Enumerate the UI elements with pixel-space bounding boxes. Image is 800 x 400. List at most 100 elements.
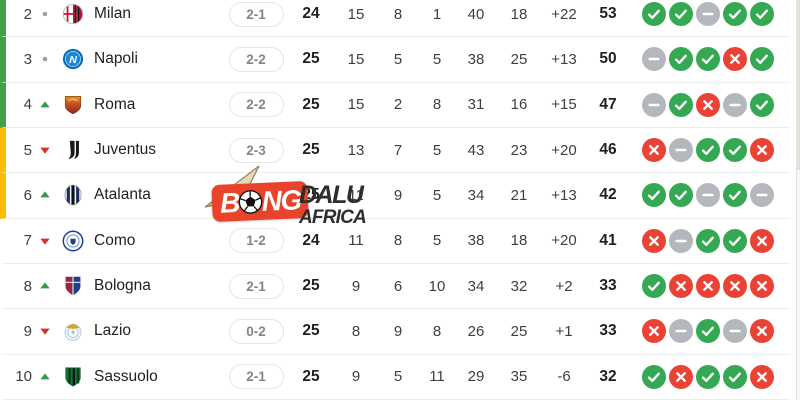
form-win-icon[interactable] [723,138,747,163]
last-match-cell: 2-1 [224,1,288,27]
points-value: 33 [599,322,617,340]
position-number: 7 [23,232,32,250]
form-loss-icon[interactable] [750,228,774,253]
form-win-icon[interactable] [750,47,774,72]
form-loss-icon[interactable] [723,274,747,299]
last-match-score-badge[interactable]: 0-2 [228,318,284,344]
form-draw-icon[interactable] [723,92,747,117]
goal-difference-value: +13 [551,50,577,68]
goals-against-value: 16 [510,96,528,114]
form-draw-icon[interactable] [642,47,666,72]
last-match-score-badge[interactable]: 2-2 [228,46,284,72]
wins-value: 15 [347,96,365,114]
napoli-logo: N [57,48,89,70]
form-win-icon[interactable] [696,47,720,72]
form-win-icon[interactable] [669,47,693,72]
last-match-cell: 0-2 [224,318,288,344]
form-loss-icon[interactable] [723,47,747,72]
milan-logo [57,3,89,25]
form-draw-icon[interactable] [669,228,693,253]
form-loss-icon[interactable] [750,319,774,344]
losses-value: 5 [432,232,442,250]
draws-value: 7 [393,141,403,159]
rank-up-icon [33,369,57,385]
form-draw-icon[interactable] [750,183,774,208]
form-win-icon[interactable] [642,183,666,208]
form-win-icon[interactable] [696,138,720,163]
form-win-icon[interactable] [642,274,666,299]
rank-same-icon [33,51,57,67]
form-win-icon[interactable] [696,364,720,389]
points-value: 32 [599,367,617,385]
matches-played-value: 25 [302,322,320,340]
table-row[interactable]: 6 Atalanta 25 11 9 5 34 21 +13 42 [0,173,790,219]
table-row[interactable]: 10 Sassuolo 2-1 25 9 5 11 29 35 -6 32 [0,354,790,400]
table-row[interactable]: 8 Bologna 2-1 25 9 6 10 34 32 +2 33 [0,263,790,310]
form-loss-icon[interactable] [696,92,720,117]
form-win-icon[interactable] [723,2,747,27]
form-win-icon[interactable] [669,183,693,208]
goals-for-value: 43 [467,141,485,159]
draws-value: 9 [393,322,403,340]
form-draw-icon[interactable] [723,319,747,344]
form-draw-icon[interactable] [696,2,720,27]
last-match-score-badge[interactable]: 2-3 [228,137,284,163]
losses-value: 1 [432,5,442,23]
table-row[interactable]: 9 Lazio 0-2 25 8 9 8 26 25 +1 33 [0,309,790,355]
form-draw-icon[interactable] [669,138,693,163]
form-win-icon[interactable] [750,2,774,27]
goals-against-value: 32 [510,277,528,295]
last-match-score-badge[interactable]: 1-2 [228,228,284,254]
rank-up-icon [33,278,57,294]
losses-value: 8 [432,322,442,340]
table-row[interactable]: 4 Roma 2-2 25 15 2 8 31 16 +15 47 [0,82,790,128]
form-win-icon[interactable] [723,228,747,253]
form-draw-icon[interactable] [696,183,720,208]
form-loss-icon[interactable] [642,228,666,253]
form-streak [630,319,790,344]
form-streak [630,47,790,72]
table-row[interactable]: 5 Juventus 2-3 25 13 7 5 43 23 +20 46 [0,127,790,174]
goals-against-value: 18 [510,5,528,23]
form-win-icon[interactable] [696,228,720,253]
table-row[interactable]: 7 Como 1-2 24 11 8 5 38 18 +20 41 [0,218,790,264]
goal-difference-value: -6 [557,368,571,386]
last-match-score-badge[interactable]: 2-2 [228,92,284,118]
rank-down-icon [33,142,57,158]
form-win-icon[interactable] [669,2,693,27]
goal-difference-value: +15 [551,96,577,114]
form-loss-icon[interactable] [642,319,666,344]
form-loss-icon[interactable] [750,274,774,299]
last-match-score-badge[interactable]: 2-1 [228,1,284,27]
losses-value: 8 [432,96,442,114]
last-match-score-badge[interactable]: 2-1 [228,364,284,390]
form-streak [630,228,790,253]
table-row[interactable]: 3 N Napoli 2-2 25 15 5 5 38 25 +13 50 [0,37,790,83]
goals-for-value: 40 [467,5,485,23]
form-win-icon[interactable] [642,2,666,27]
form-win-icon[interactable] [723,364,747,389]
form-loss-icon[interactable] [669,364,693,389]
form-win-icon[interactable] [696,319,720,344]
wins-value: 11 [348,232,364,250]
rank-down-icon [33,233,57,249]
losses-value: 10 [428,277,446,295]
form-draw-icon[interactable] [669,319,693,344]
form-win-icon[interactable] [723,183,747,208]
points-value: 50 [599,50,617,68]
form-loss-icon[interactable] [750,364,774,389]
points-value: 46 [599,141,617,159]
last-match-score-badge[interactable]: 2-1 [228,273,284,299]
form-win-icon[interactable] [669,92,693,117]
form-loss-icon[interactable] [750,138,774,163]
form-win-icon[interactable] [750,92,774,117]
form-loss-icon[interactable] [642,138,666,163]
form-draw-icon[interactable] [642,92,666,117]
table-row[interactable]: 2 Milan 2-1 24 15 8 1 40 18 +22 53 [0,0,790,38]
form-loss-icon[interactable] [669,274,693,299]
form-win-icon[interactable] [642,364,666,389]
points-value: 53 [599,5,617,23]
form-loss-icon[interactable] [696,274,720,299]
form-streak [630,364,790,389]
form-streak [630,138,790,163]
